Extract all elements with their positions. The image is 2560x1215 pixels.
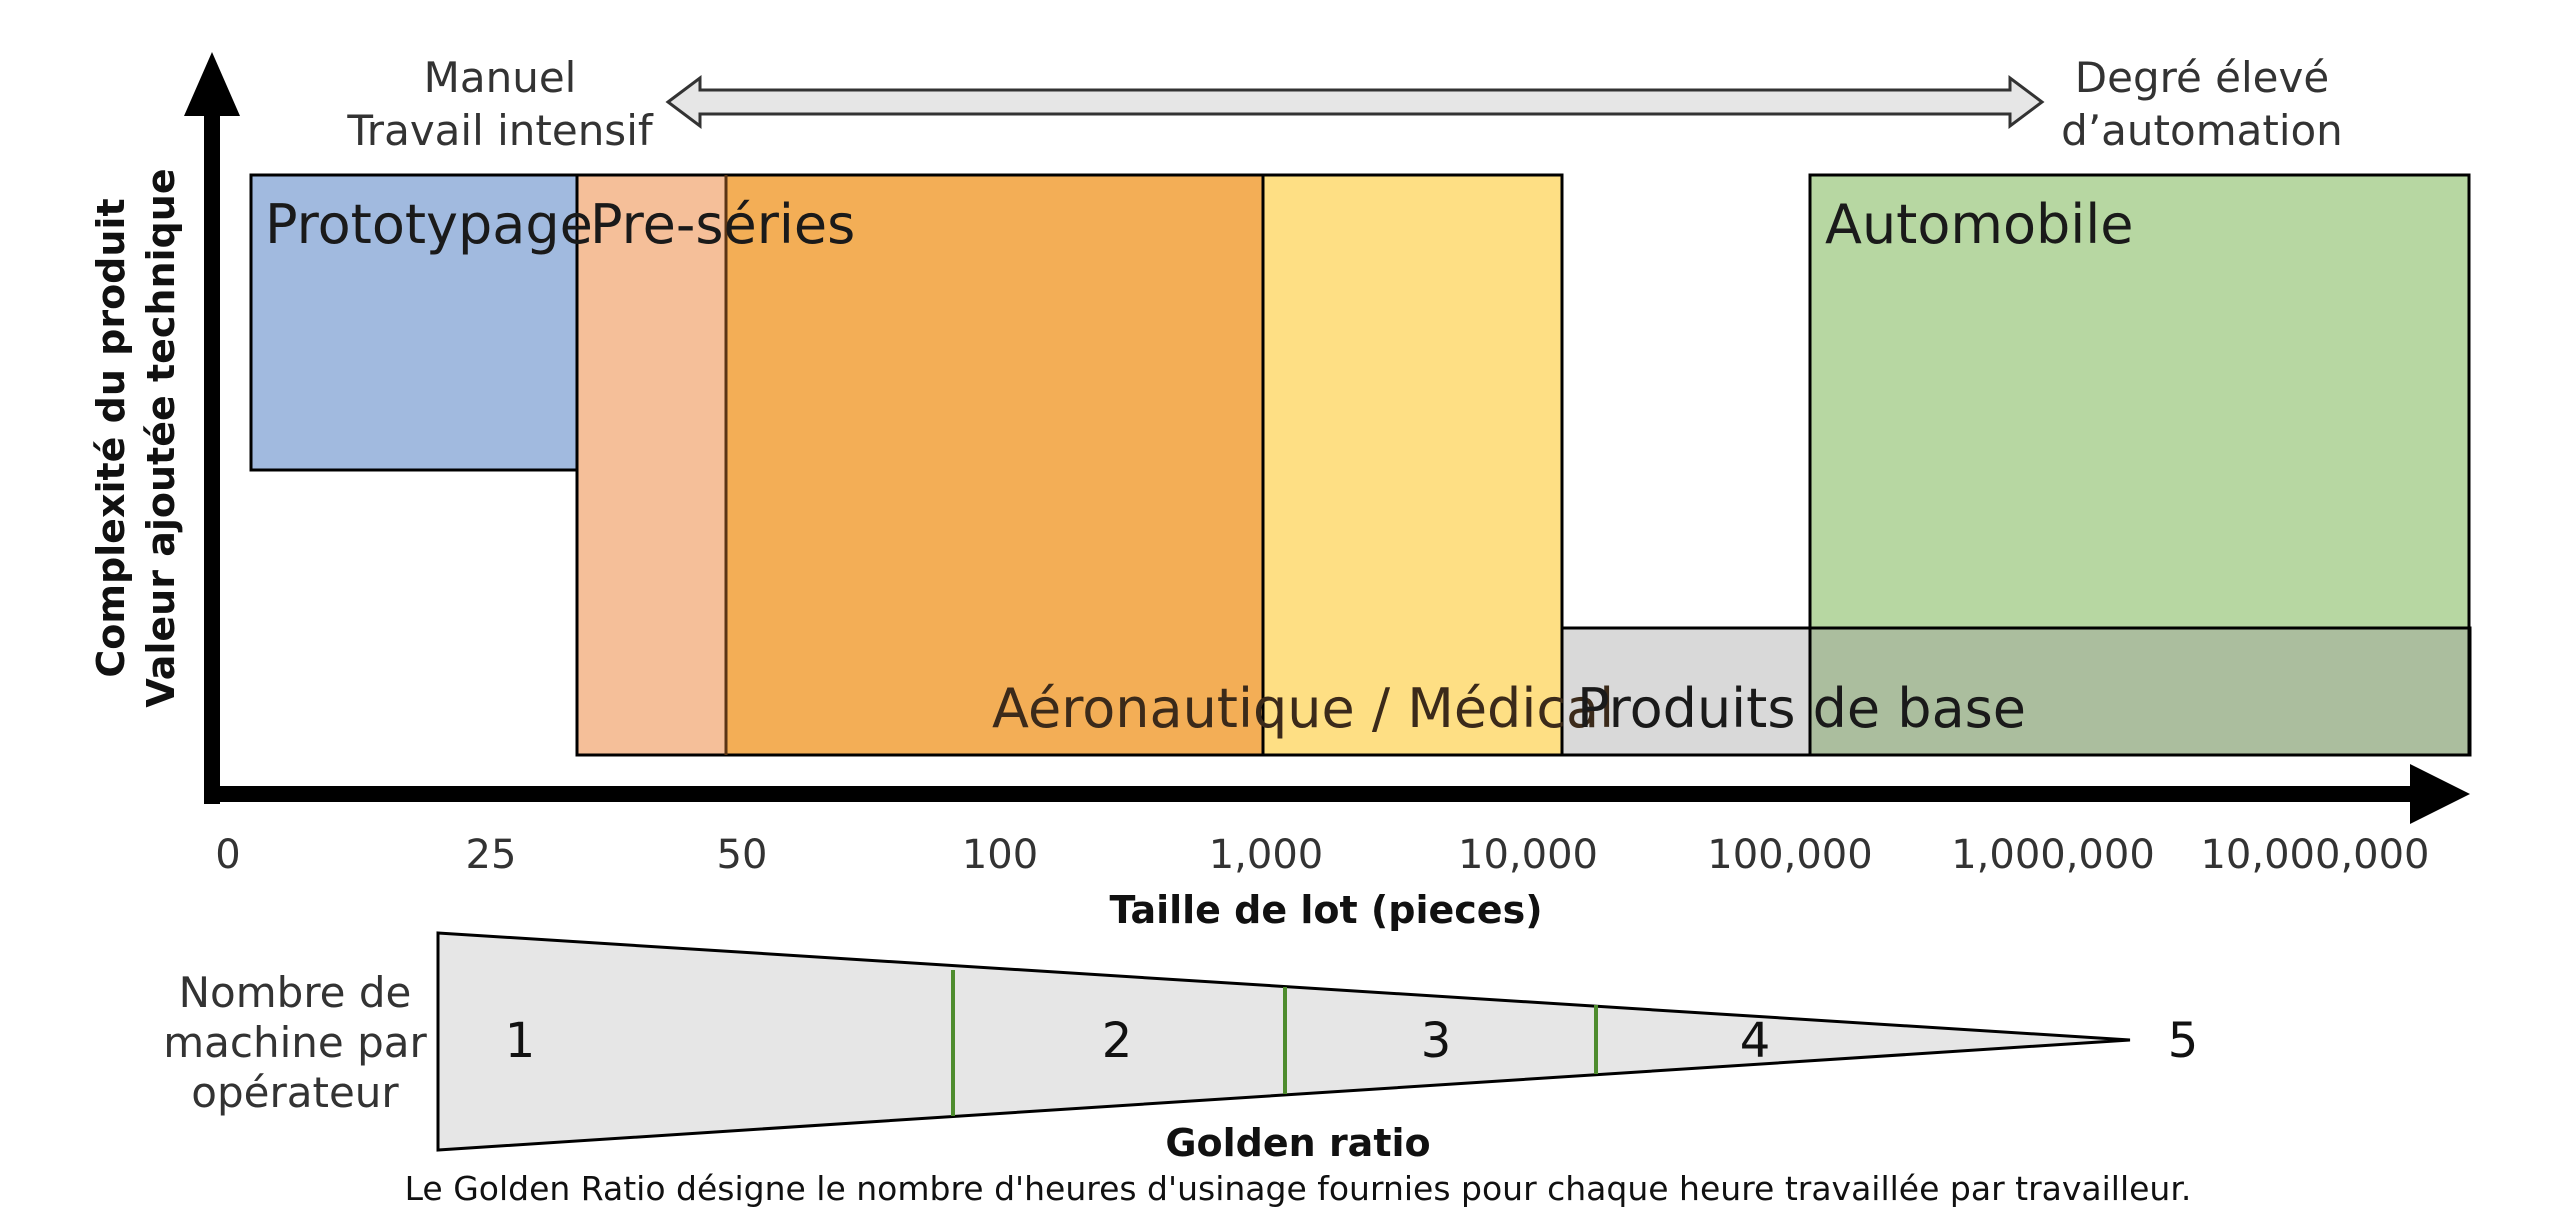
x-axis-arrowhead: [2410, 764, 2470, 824]
golden-ratio-title: Golden ratio: [1165, 1121, 1430, 1165]
x-tick: 1,000,000: [1951, 832, 2155, 878]
region-aero-yellow: [1263, 175, 1562, 755]
golden-ratio-description: Le Golden Ratio désigne le nombre d'heur…: [405, 1169, 2192, 1208]
manual-label: Manuel: [424, 53, 577, 102]
y-axis-title-line1: Complexité du produit: [89, 198, 133, 677]
label-preseries: Pre-séries: [590, 193, 855, 256]
y-axis-title-line2: Valeur ajoutée technique: [139, 168, 183, 707]
label-aero-medical: Aéronautique / Médical: [992, 677, 1614, 740]
machines-value: 5: [2168, 1013, 2199, 1069]
region-preseries-aero-outline: [575, 173, 1564, 757]
x-axis-line: [204, 786, 2414, 802]
x-axis-title: Taille de lot (pieces): [1109, 888, 1542, 932]
high-automation-label: Degré élevé: [2075, 53, 2329, 102]
x-tick: 1,000: [1209, 832, 1324, 878]
label-prototype: Prototypage: [265, 193, 593, 256]
x-tick: 100: [962, 832, 1038, 878]
y-axis-arrowhead: [184, 52, 240, 116]
machines-label-line2: machine par: [163, 1018, 427, 1067]
label-basic-products: Produits de base: [1577, 677, 2026, 740]
x-tick: 50: [717, 832, 768, 878]
x-axis-ticks: 0 25 50 100 1,000 10,000 100,000 1,000,0…: [215, 832, 2429, 878]
region-auto: [1808, 173, 2471, 630]
machines-label-line3: opérateur: [191, 1068, 399, 1117]
machines-value: 3: [1421, 1013, 1452, 1069]
automation-label: d’automation: [2061, 106, 2343, 155]
x-tick: 25: [466, 832, 517, 878]
labor-intensive-label: Travail intensif: [346, 106, 654, 155]
x-tick: 10,000,000: [2200, 832, 2429, 878]
manual-automation-arrow: [665, 75, 2045, 129]
region-aero-orange: [726, 175, 1263, 755]
machines-label-line1: Nombre de: [179, 968, 412, 1017]
y-axis-line: [204, 112, 220, 804]
machines-value: 4: [1740, 1013, 1771, 1069]
label-automobile: Automobile: [1825, 193, 2134, 256]
x-tick: 0: [215, 832, 240, 878]
axes: [184, 52, 2470, 824]
region-prototype: [249, 173, 579, 472]
region-preseries: [577, 175, 726, 755]
machines-value: 2: [1102, 1013, 1133, 1069]
region-blocks: [249, 173, 2472, 757]
x-tick: 10,000: [1458, 832, 1598, 878]
machines-value: 1: [505, 1013, 536, 1069]
region-overlap: [1808, 626, 2471, 757]
x-tick: 100,000: [1707, 832, 1872, 878]
